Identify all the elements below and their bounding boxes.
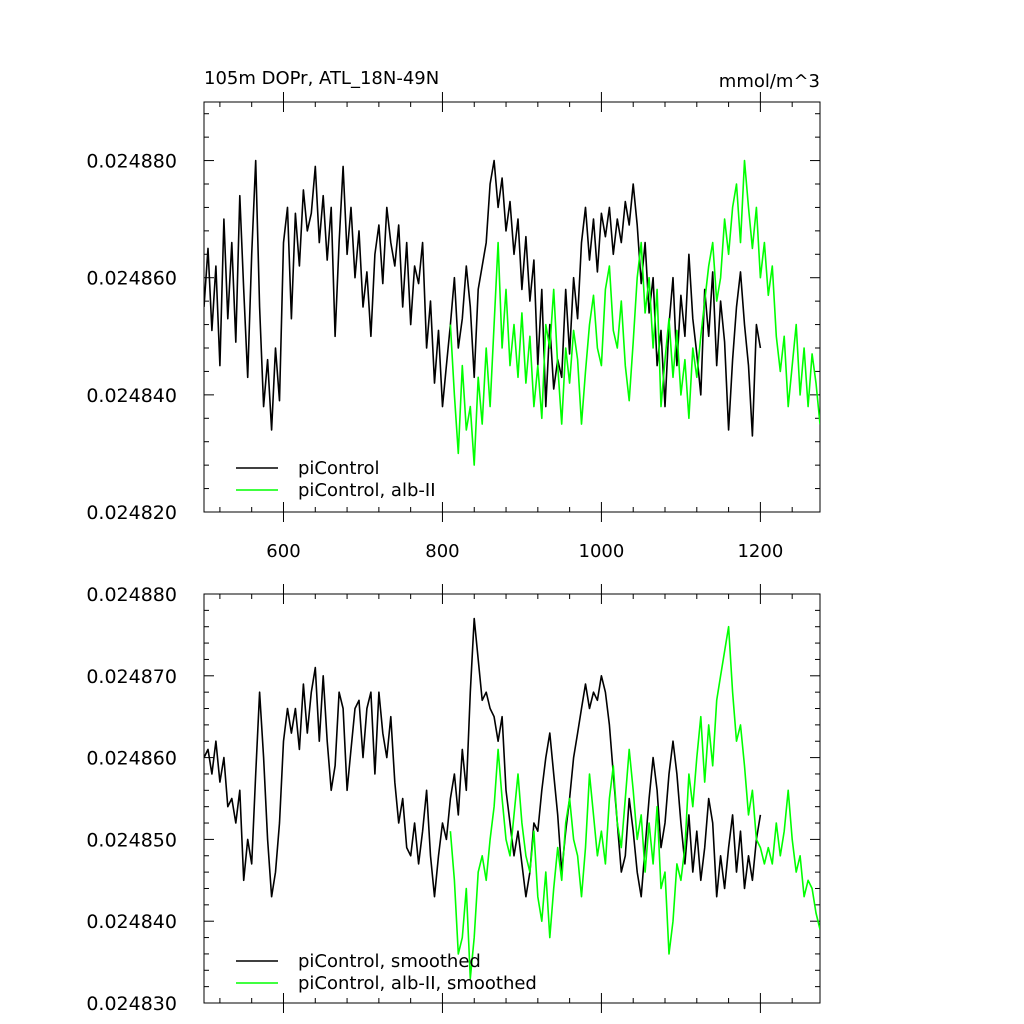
top-legend-label: piControl <box>298 458 380 479</box>
top-series-line-picontrol <box>204 159 762 437</box>
top-series-line-alb-ii <box>449 159 820 466</box>
bottom-series-line-alb-ii <box>449 625 820 980</box>
top-y-tick-label: 0.024840 <box>86 385 177 407</box>
bottom-y-tick-label: 0.024870 <box>86 666 177 688</box>
bottom-y-tick-label: 0.024860 <box>86 748 177 770</box>
bottom-series-line-picontrol <box>204 617 762 898</box>
bottom-y-tick-label: 0.024840 <box>86 911 177 933</box>
top-y-tick-label: 0.024880 <box>86 151 177 173</box>
bottom-panel: 0.024830 0.024840 0.024850 0.024860 0.024870… <box>86 584 821 1015</box>
top-units: mmol/m^3 <box>719 71 820 92</box>
bottom-series <box>204 617 820 980</box>
bottom-y-tick-label: 0.024880 <box>86 584 177 606</box>
top-title: 105m DOPr, ATL_18N-49N <box>204 68 439 89</box>
top-y-tick-label: 0.024820 <box>86 502 177 524</box>
bottom-y-tick-label: 0.024850 <box>86 829 177 851</box>
top-y-tick-label: 0.024860 <box>86 268 177 290</box>
top-axes: 600 800 1000 1200 0.024820 0.024840 0.024860 0.… <box>86 92 821 562</box>
top-legend-label: piControl, alb-II <box>298 480 436 501</box>
bottom-y-tick-label: 0.024830 <box>86 993 177 1015</box>
top-series <box>204 159 820 466</box>
bottom-legend-label: piControl, smoothed <box>298 951 481 972</box>
top-x-tick-label: 800 <box>425 541 459 562</box>
top-x-tick-label: 600 <box>266 541 300 562</box>
top-panel: 600 800 1000 1200 0.024820 0.024840 0.024860 0.… <box>86 68 821 562</box>
top-x-tick-label: 1000 <box>579 541 625 562</box>
bottom-legend-label: piControl, alb-II, smoothed <box>298 973 537 994</box>
bottom-plot-frame <box>203 593 821 1004</box>
top-x-tick-label: 1200 <box>737 541 783 562</box>
bottom-axes: 0.024830 0.024840 0.024850 0.024860 0.024870… <box>86 584 821 1015</box>
